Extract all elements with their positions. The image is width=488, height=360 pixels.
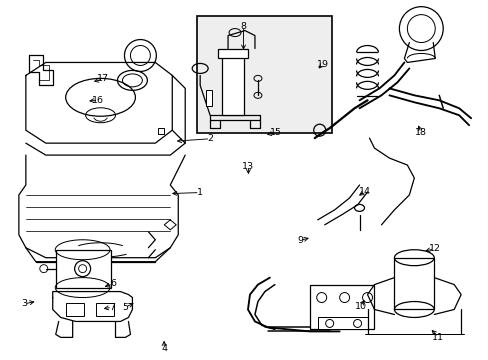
Bar [56, 250, 110, 288]
Text: 13: 13 [242, 162, 254, 171]
Text: 10: 10 [354, 302, 366, 311]
Text: 5: 5 [122, 303, 128, 312]
Bar [197, 15, 331, 133]
Text: 16: 16 [92, 96, 104, 105]
Text: 9: 9 [297, 236, 303, 245]
Text: 3: 3 [21, 299, 27, 308]
Bar [158, 128, 164, 134]
Bar [65, 302, 83, 316]
Bar [309, 285, 374, 329]
Text: 4: 4 [161, 344, 167, 353]
Bar [222, 55, 244, 115]
Text: 15: 15 [269, 128, 282, 137]
Bar [206, 90, 212, 106]
Text: 2: 2 [207, 134, 213, 143]
Bar [218, 49, 247, 58]
Bar [317, 318, 367, 329]
Text: 17: 17 [97, 75, 109, 84]
Text: 14: 14 [359, 187, 370, 196]
Text: 6: 6 [110, 279, 116, 288]
Text: 8: 8 [240, 22, 246, 31]
Text: 11: 11 [431, 333, 444, 342]
Text: 12: 12 [427, 244, 440, 253]
Text: 19: 19 [316, 60, 328, 69]
Bar [394, 258, 433, 310]
Text: 7: 7 [109, 303, 115, 312]
Text: 18: 18 [414, 128, 426, 137]
Text: 1: 1 [196, 188, 202, 197]
Bar [95, 302, 113, 316]
